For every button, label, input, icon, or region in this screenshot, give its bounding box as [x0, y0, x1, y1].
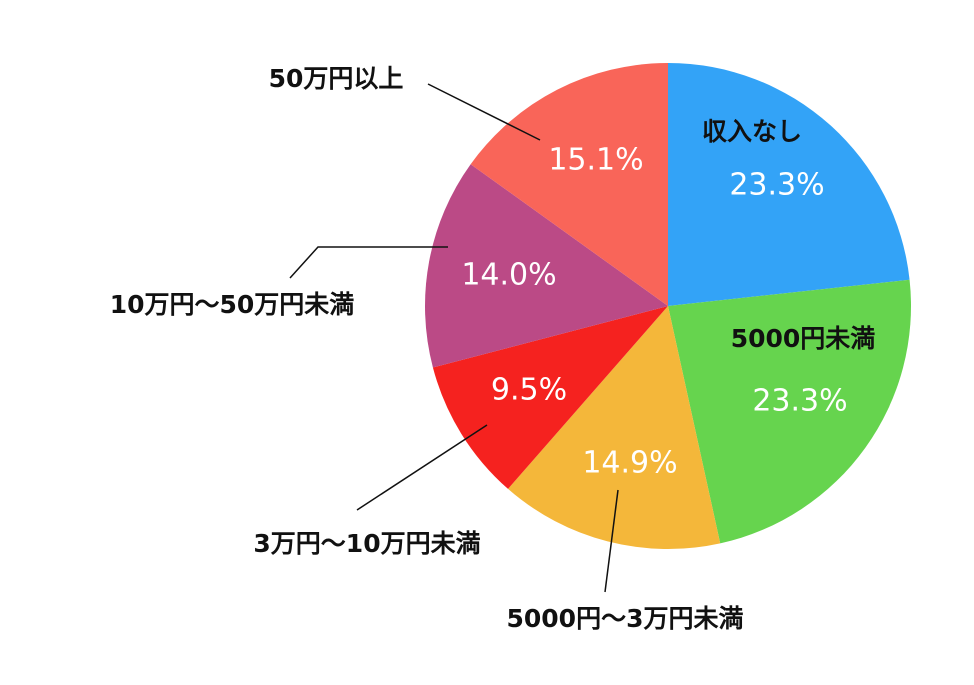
value-label: 14.9% — [582, 446, 677, 481]
category-label: 10万円〜50万円未満 — [110, 290, 355, 319]
category-label: 5000円未満 — [731, 324, 876, 353]
leader-lines — [289, 83, 619, 593]
category-label: 収入なし — [702, 117, 802, 146]
pie-slice — [508, 306, 721, 549]
pie-slice — [432, 306, 668, 489]
category-label: 5000円〜3万円未満 — [507, 604, 744, 633]
value-label: 15.1% — [548, 143, 643, 178]
leader-line — [356, 424, 488, 511]
value-label: 9.5% — [491, 373, 567, 408]
leader-line — [427, 83, 541, 141]
value-label: 23.3% — [729, 168, 824, 203]
value-label: 23.3% — [752, 384, 847, 419]
leader-line — [289, 246, 448, 279]
pie-slice — [425, 164, 668, 368]
pie-slice — [470, 62, 668, 306]
category-label: 50万円以上 — [269, 64, 404, 93]
pie-slice — [668, 279, 911, 544]
category-label: 3万円〜10万円未満 — [253, 529, 480, 558]
leader-line — [604, 489, 619, 593]
pie-slice — [668, 63, 910, 306]
value-label: 14.0% — [461, 258, 556, 293]
